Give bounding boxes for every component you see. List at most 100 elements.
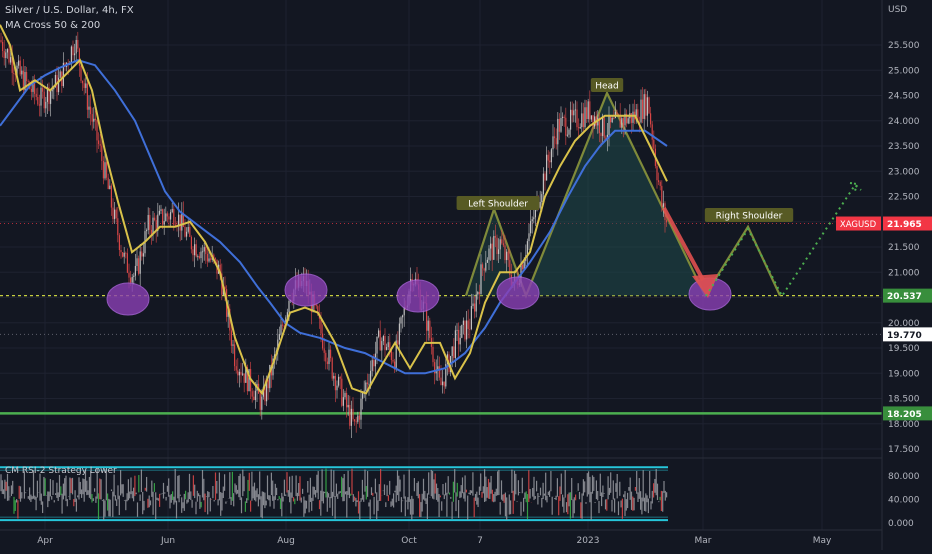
candle-body [666,220,668,223]
candle-body [467,320,469,329]
candle-body [552,136,554,150]
candle-body [354,419,356,422]
symbol-tag [836,216,881,231]
candle-body [426,303,428,331]
candle-body [85,83,87,88]
candle-body [368,383,370,385]
candle-body [443,381,445,387]
candle-body [189,226,191,237]
candle-body [650,113,652,125]
candle-body [534,204,536,218]
candle-body [602,115,604,136]
candle-body [141,251,143,257]
candle-body [482,264,484,269]
candle-body [376,336,378,354]
candle-body [378,330,380,337]
candle-body [162,209,164,225]
candle-body [461,324,463,338]
candle-body [242,373,244,375]
candle-body [483,268,485,271]
price-tag [883,288,932,303]
candle-body [322,333,324,349]
candle-body [478,292,480,294]
candle-body [51,89,53,92]
candle-body [53,87,55,90]
candle-body [488,248,490,260]
candle-body [603,115,605,138]
candle-body [62,62,64,87]
candle-body [506,251,508,261]
candle-body [80,65,82,81]
candle-body [110,185,112,208]
candle-body [347,404,349,408]
candle-body [437,366,439,370]
symbol-title[interactable]: Silver / U.S. Dollar, 4h, FX [5,5,134,16]
candle-body [229,308,231,331]
candle-body [59,71,61,78]
candle-body [350,408,352,426]
candle-body [555,138,557,145]
candle-body [435,369,437,374]
rsi-title[interactable]: CM RSI-2 Strategy Lower [5,466,117,476]
candle-body [165,213,167,222]
y-tick-label: 24.000 [888,117,920,127]
candle-body [632,111,634,123]
candle-body [19,60,21,75]
candle-body [259,393,261,410]
candle-body [387,342,389,348]
candle-body [269,364,271,389]
candle-body [334,375,336,391]
candle-body [158,210,160,215]
candle-body [374,353,376,367]
candle-body [198,256,200,259]
candle-body [648,97,650,114]
candle-body [346,392,348,408]
candle-body [381,341,383,351]
candle-body [42,87,44,92]
candle-body [210,258,212,260]
candle-body [125,252,127,254]
candle-body [659,181,661,186]
candle-body [382,336,384,342]
candle-body [400,317,402,324]
candle-body [86,83,88,110]
highlight-circle [396,279,440,313]
candle-body [550,149,552,163]
candle-body [528,233,530,242]
candle-body [390,349,392,360]
candle-body [16,65,18,76]
candle-body [50,91,52,104]
rsi-panel [0,457,882,522]
candle-body [493,236,495,260]
candle-body [539,201,541,208]
candle-body [526,241,528,256]
candle-body [573,110,575,116]
candle-body [499,239,501,250]
candle-body [205,247,207,255]
candle-body [570,109,572,130]
ma-slow-line [0,59,668,375]
candle-body [330,349,332,359]
candle-body [5,52,7,59]
candle-body [14,73,16,76]
candle-body [133,275,135,277]
candle-body [163,221,165,225]
candle-body [37,96,39,105]
candle-body [2,41,4,52]
candle-body [611,118,613,123]
candle-body [333,375,335,379]
candle-body [582,113,584,128]
candle-body [386,347,388,350]
indicator-title[interactable]: MA Cross 50 & 200 [5,20,101,31]
candle-body [131,276,133,283]
rsi-tick-label: 0.000 [888,519,914,529]
candle-body [403,307,405,316]
bearish-arrow-head [692,274,718,298]
candle-body [266,379,268,402]
candle-body [170,212,172,220]
candle-body [72,46,74,56]
candle-body [285,317,287,327]
candle-body [115,209,117,219]
